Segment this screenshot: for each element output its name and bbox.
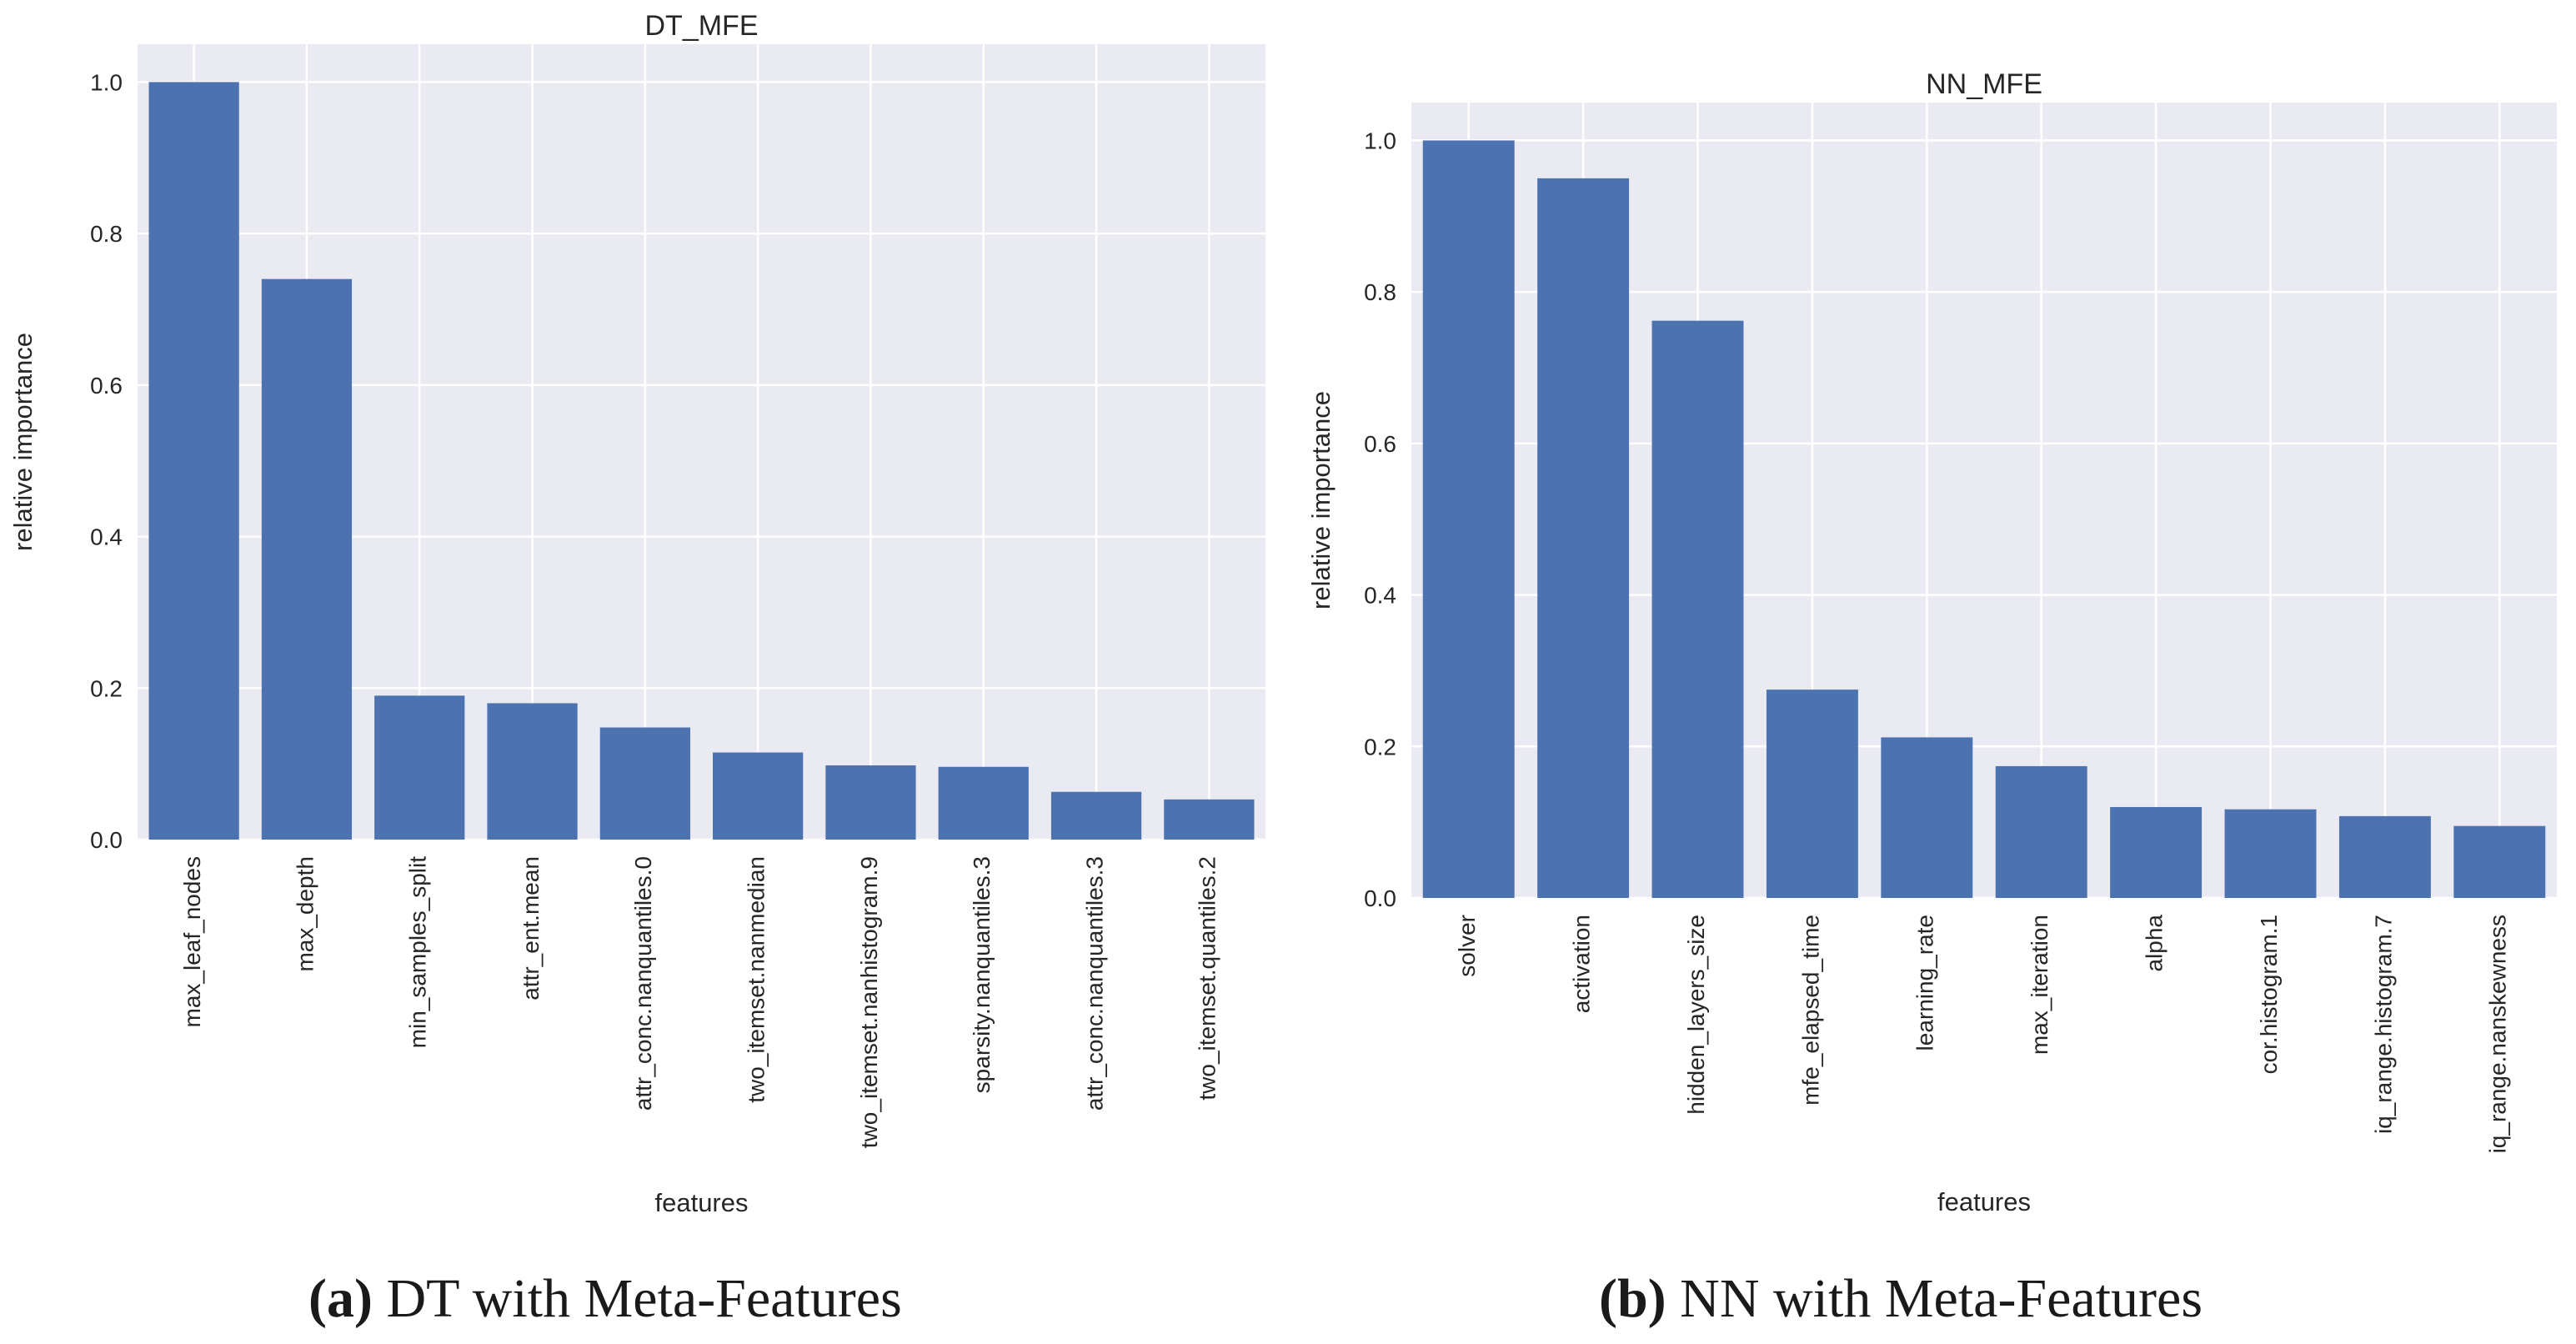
dt-xtick-label: two_itemset.nanmedian [744,856,769,1103]
caption-a-label: (a) [308,1268,373,1329]
dt-bar-two-itemset-quantiles-2 [1164,799,1255,840]
nn-x-axis-label: features [1937,1187,2031,1216]
nn-bar-mfe-elapsed-time [1766,690,1858,898]
nn-xtick-label: max_iteration [2027,915,2052,1055]
nn-bar-learning-rate [1881,737,1973,898]
dt-bar-two-itemset-nanmedian [713,752,804,840]
nn-bar-cor-histogram-1 [2224,809,2317,898]
nn-ytick-label: 0.6 [1364,431,1396,457]
nn-bar-iq-range-histogram-7 [2338,815,2431,898]
dt-y-axis-label: relative importance [8,333,38,551]
nn-xtick-label: activation [1568,915,1594,1013]
dt-bar-min-samples-split [374,695,465,840]
nn-xtick-label: hidden_layers_size [1683,915,1709,1115]
nn-bar-hidden-layers-size [1651,320,1744,898]
dt-bar-attr-ent-mean [487,703,578,840]
dt-bar-max-depth [261,278,353,840]
nn-xtick-label: iq_range.nanskewness [2485,915,2511,1153]
nn-ytick-label: 0.4 [1364,583,1396,609]
dt-xtick-label: max_depth [292,856,318,972]
dt-xtick-label: attr_ent.mean [518,856,544,1000]
nn-xtick-label: learning_rate [1912,915,1938,1051]
nn-bar-max-iteration [1995,765,2087,898]
caption-b-text: NN with Meta-Features [1666,1268,2203,1329]
dt-x-axis-label: features [654,1188,748,1217]
dt-ytick-label: 1.0 [90,69,123,95]
nn-ytick-label: 1.0 [1364,128,1396,153]
dt-ytick-label: 0.8 [90,221,123,247]
dt-bar-attr-conc-nanquantiles-3 [1050,791,1142,840]
dt-chart-title: DT_MFE [645,10,759,42]
dt-xtick-label: two_itemset.nanhistogram.9 [856,856,882,1148]
dt-xtick-label: max_leaf_nodes [179,856,205,1027]
chart-dt-mfe: 0.0 0.2 0.4 0.6 0.8 1.0 max_leaf_nodes max_dept… [8,10,1265,1217]
nn-ytick-label: 0.0 [1364,885,1396,911]
caption-b: (b) NN with Meta-Features [1599,1267,2203,1331]
nn-bar-alpha [2110,806,2203,898]
nn-xtick-label: alpha [2141,915,2167,972]
nn-xtick-label: iq_range.histogram.7 [2370,915,2396,1134]
dt-ytick-label: 0.4 [90,524,123,550]
caption-a-text: DT with Meta-Features [372,1268,902,1329]
dt-bar-max-leaf-nodes [148,82,239,840]
nn-bar-iq-range-nanskewness [2453,825,2546,898]
nn-ytick-label: 0.2 [1364,734,1396,760]
dt-bar-attr-conc-nanquantiles-0 [599,727,690,840]
nn-xtick-label: solver [1454,915,1480,977]
nn-xtick-label: mfe_elapsed_time [1797,915,1823,1106]
dt-xtick-label: min_samples_split [405,856,431,1049]
caption-b-label: (b) [1599,1268,1666,1329]
dt-ytick-label: 0.2 [90,675,123,701]
chart-nn-mfe: 0.0 0.2 0.4 0.6 0.8 1.0 solver activation hidden… [1306,68,2557,1216]
dt-bar-sparsity-nanquantiles-3 [938,766,1029,840]
nn-y-axis-label: relative importance [1306,391,1336,609]
dt-xtick-label: attr_conc.nanquantiles.0 [630,856,656,1111]
dt-xtick-label: attr_conc.nanquantiles.3 [1081,856,1107,1111]
nn-xtick-label: cor.histogram.1 [2256,915,2282,1074]
nn-bar-activation [1537,178,1630,898]
nn-ytick-label: 0.8 [1364,279,1396,305]
dt-ytick-label: 0.0 [90,827,123,853]
dt-xtick-label: two_itemset.quantiles.2 [1195,856,1220,1101]
caption-a: (a) DT with Meta-Features [308,1267,902,1331]
nn-bar-solver [1422,140,1515,898]
dt-ytick-label: 0.6 [90,373,123,399]
dt-xtick-label: sparsity.nanquantiles.3 [969,856,995,1093]
nn-chart-title: NN_MFE [1926,68,2042,100]
dt-bar-two-itemset-nanhistogram-9 [825,765,916,840]
